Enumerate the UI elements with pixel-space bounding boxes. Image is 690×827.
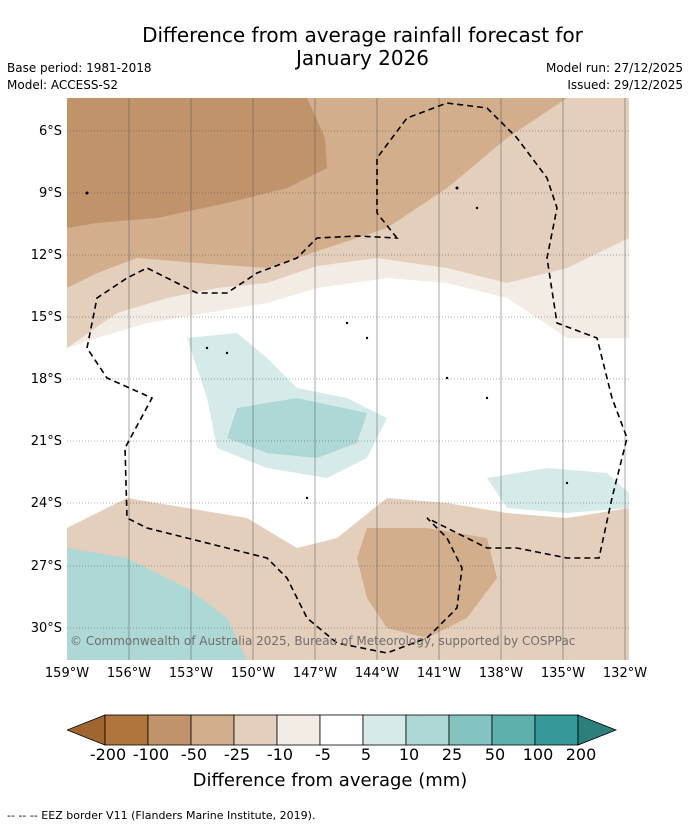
colorbar-segment	[491, 714, 536, 746]
title-line-1: Difference from average rainfall forecas…	[142, 23, 583, 47]
colorbar-segment	[190, 714, 235, 746]
map-title: Difference from average rainfall forecas…	[0, 24, 690, 70]
model-run: Model run: 27/12/2025	[545, 61, 683, 75]
colorbar-extend-high	[577, 714, 618, 746]
colorbar-segment	[405, 714, 450, 746]
colorbar-segment	[319, 714, 364, 746]
colorbar-tick: 25	[441, 745, 463, 764]
x-axis-label: 156°W	[106, 666, 152, 681]
model-name: Model: ACCESS-S2	[7, 78, 119, 92]
x-axis-label: 144°W	[354, 666, 400, 681]
colorbar-segment	[448, 714, 493, 746]
colorbar-tick: -25	[223, 745, 251, 764]
colorbar-extend-low	[65, 714, 106, 746]
colorbar-tick: -50	[180, 745, 208, 764]
islands	[85, 186, 569, 500]
colorbar-tick: -5	[315, 745, 331, 764]
colorbar-tick: 50	[484, 745, 506, 764]
metadata-left: Base period: 1981-2018 Model: ACCESS-S2	[7, 60, 152, 94]
colorbar-tick: 10	[398, 745, 420, 764]
x-axis-label: 138°W	[478, 666, 524, 681]
y-axis-label: 27°S	[30, 559, 62, 574]
anomaly-region-southwest-teal	[67, 548, 247, 660]
colorbar-tick: -200	[89, 745, 127, 764]
y-axis-label: 12°S	[30, 248, 62, 263]
y-axis-label: 21°S	[30, 434, 62, 449]
y-axis-label: 24°S	[30, 496, 62, 511]
y-axis-label: 6°S	[38, 124, 62, 139]
issued-date: Issued: 29/12/2025	[567, 78, 683, 92]
rainfall-anomaly-map	[67, 98, 629, 660]
colorbar-tick: 200	[565, 745, 597, 764]
colorbar-tick: 5	[360, 745, 372, 764]
eez-border	[86, 102, 628, 654]
colorbar	[65, 714, 623, 746]
y-axis-label: 15°S	[30, 310, 62, 325]
x-axis-label: 141°W	[416, 666, 462, 681]
x-axis-label: 132°W	[602, 666, 648, 681]
anomaly-region-dark-tan	[67, 98, 327, 228]
colorbar-title: Difference from average (mm)	[192, 770, 468, 791]
anomaly-region-southern-mid-tan	[357, 528, 497, 638]
metadata-right: Model run: 27/12/2025 Issued: 29/12/2025	[546, 60, 683, 94]
meridians	[128, 98, 626, 660]
map-canvas	[67, 98, 629, 660]
colorbar-tick: -100	[132, 745, 170, 764]
colorbar-tick: 100	[522, 745, 554, 764]
colorbar-segment	[104, 714, 149, 746]
anomaly-region-east-teal	[487, 468, 629, 513]
eez-footnote: -- -- -- EEZ border V11 (Flanders Marine…	[7, 809, 316, 822]
colorbar-segment	[233, 714, 278, 746]
x-axis-label: 147°W	[292, 666, 338, 681]
x-axis-label: 159°W	[44, 666, 90, 681]
x-axis-label: 153°W	[168, 666, 214, 681]
colorbar-tick: -10	[266, 745, 294, 764]
graticule	[67, 130, 629, 629]
colorbar-segment	[276, 714, 321, 746]
colorbar-segment	[534, 714, 579, 746]
y-axis-label: 9°S	[38, 186, 62, 201]
copyright-notice: © Commonwealth of Australia 2025, Bureau…	[70, 634, 576, 648]
base-period: Base period: 1981-2018	[7, 61, 152, 75]
title-line-2: January 2026	[295, 46, 430, 70]
x-axis-label: 135°W	[540, 666, 586, 681]
y-axis-label: 18°S	[30, 372, 62, 387]
x-axis-label: 150°W	[230, 666, 276, 681]
colorbar-segment	[147, 714, 192, 746]
y-axis-label: 30°S	[30, 621, 62, 636]
colorbar-canvas	[65, 714, 618, 746]
anomaly-region-teal	[227, 398, 367, 458]
colorbar-segment	[362, 714, 407, 746]
